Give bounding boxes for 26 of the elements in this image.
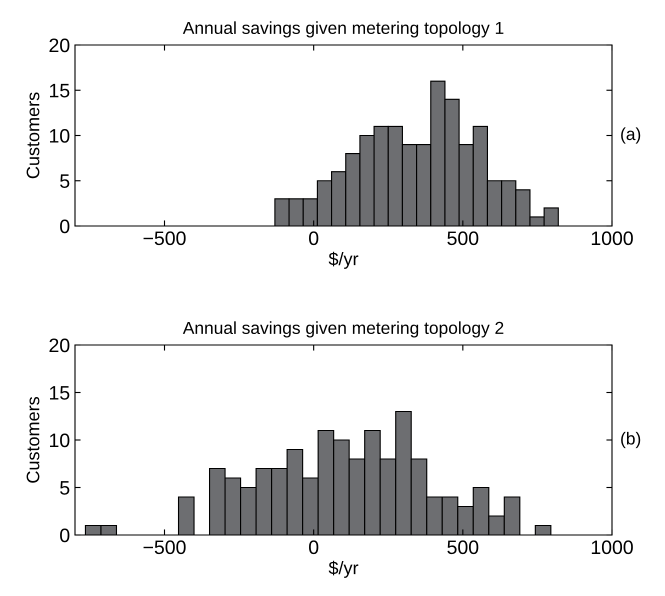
x-tick-label: 0 (309, 540, 318, 554)
y-tick-label: 15 (50, 386, 70, 400)
y-tick-label: 15 (50, 84, 70, 98)
y-tick-label: 0 (60, 528, 70, 542)
y-tick-label: 5 (60, 174, 70, 188)
x-axis-title: $/yr (328, 252, 358, 269)
text: (b) (621, 432, 640, 448)
x-tick-label: 500 (447, 231, 478, 246)
y-tick-label: 0 (60, 219, 70, 234)
y-tick-label: 5 (60, 481, 70, 495)
y-axis-title: Customers (26, 92, 40, 178)
text: (a) (621, 127, 640, 144)
y-tick-label: 20 (49, 338, 70, 352)
y-tick-label: 10 (50, 433, 70, 448)
x-tick-label: 500 (447, 540, 478, 554)
x-tick-label: 1000 (592, 231, 633, 246)
y-axis-title: Customers (26, 397, 40, 483)
chart-title: Annual savings given metering topology 1 (182, 21, 504, 38)
x-tick-label: −500 (144, 231, 186, 246)
chart-title: Annual savings given metering topology 2 (182, 321, 504, 338)
x-tick-label: −500 (144, 540, 186, 554)
x-axis-title: $/yr (328, 560, 358, 578)
y-tick-label: 20 (49, 38, 70, 52)
y-tick-label: 10 (50, 128, 70, 143)
x-tick-label: 1000 (592, 540, 633, 554)
x-tick-label: 0 (309, 231, 318, 246)
